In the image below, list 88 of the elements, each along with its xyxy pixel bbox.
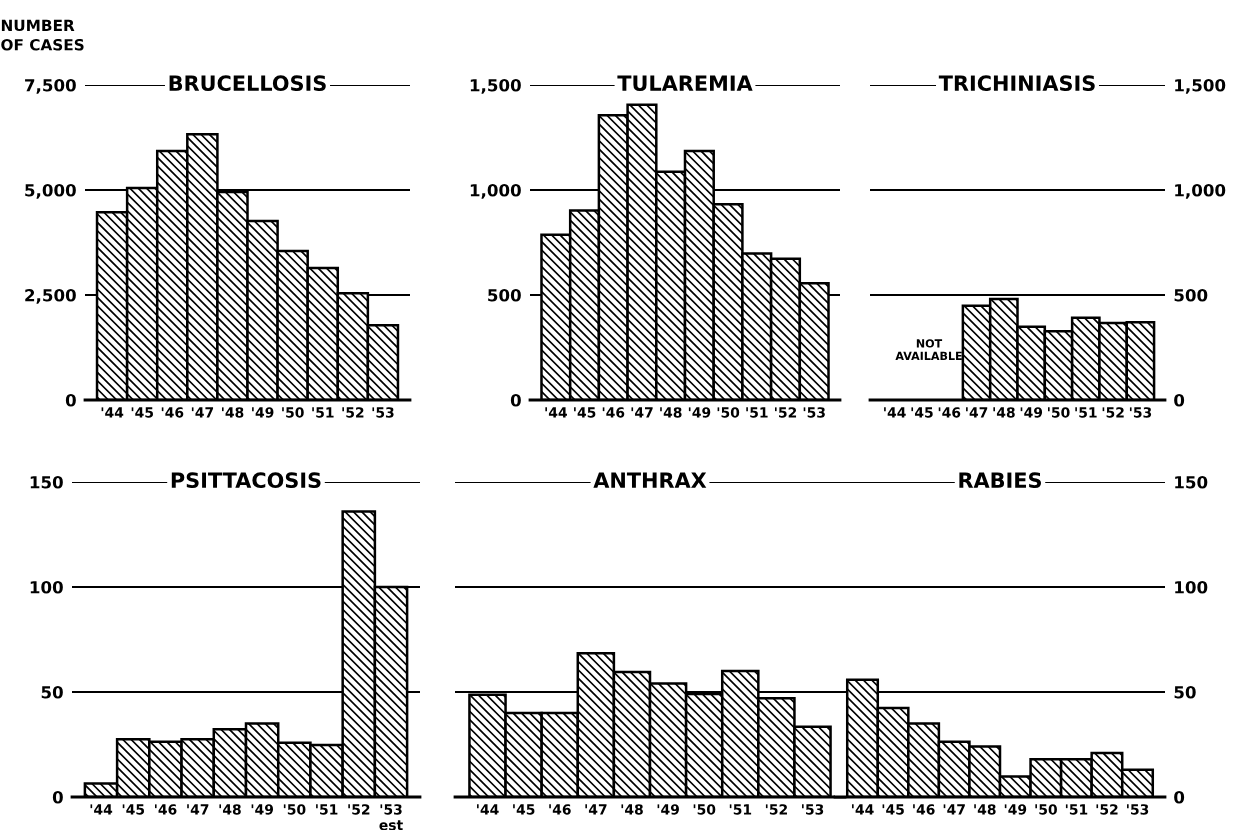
x-tick-label: '51	[1075, 407, 1097, 418]
y-tick-label: 1,000	[470, 183, 521, 199]
y2-tick-label: 0	[1174, 393, 1185, 407]
x-tick-label: '46	[549, 804, 571, 815]
y-tick-label: 2,500	[25, 288, 76, 304]
x-tick-label: '50	[693, 804, 716, 815]
x-tick-label: '44	[884, 407, 906, 418]
chart-title: TULAREMIA	[617, 75, 753, 92]
y2-tick-label: 1,000	[1175, 183, 1226, 199]
x-tick-label: '44	[477, 804, 499, 815]
x-tick-label: '46	[602, 407, 625, 418]
x-tick-label: '44	[852, 804, 874, 815]
y-tick-label: 500	[488, 288, 521, 302]
y2-tick-label: 100	[1175, 580, 1208, 594]
x-tick-label: '46	[938, 407, 961, 418]
x-tick-label: '46	[161, 407, 184, 418]
x-tick-label: '49	[1004, 804, 1027, 815]
x-tick-label: '53	[802, 804, 824, 815]
y2-tick-label: 50	[1174, 685, 1196, 699]
x-tick-label: '53	[1127, 804, 1149, 815]
x-tick-label: '51	[729, 804, 752, 815]
y-tick-label: 0	[65, 393, 76, 407]
x-tick-label: '49	[1020, 407, 1043, 418]
x-tick-label: '46	[154, 804, 177, 815]
x-tick-label: '47	[187, 804, 209, 815]
y2-tick-label: 1,500	[1175, 78, 1226, 94]
x-tick-label: '48	[219, 804, 241, 815]
y-axis-title: NUMBER OF CASES	[1, 19, 84, 51]
y-tick-label: 150	[30, 475, 63, 489]
x-tick-label: '45	[122, 804, 145, 815]
x-tick-label: '48	[621, 804, 643, 815]
x-tick-label: '53	[803, 407, 825, 418]
x-tick-label: '50	[283, 804, 306, 815]
annotation: NOT AVAILABLE	[895, 339, 962, 360]
x-tick-label: '53	[372, 407, 394, 418]
x-tick-label: '45	[882, 804, 904, 815]
y-tick-label: 50	[41, 685, 63, 699]
x-tick-label: '52	[342, 407, 364, 418]
x-tick-label: '44	[90, 804, 113, 815]
x-tick-label: '44	[101, 407, 124, 418]
chart-title: ANTHRAX	[593, 472, 707, 488]
chart-title: RABIES	[959, 472, 1041, 489]
y2-tick-label: 150	[1175, 475, 1208, 489]
x-tick-label: '51	[316, 804, 338, 815]
x-tick-label: '52	[348, 804, 370, 815]
x-tick-label: '44	[545, 407, 567, 418]
x-tick-label: '50	[1035, 804, 1057, 815]
x-tick-label: '52	[1096, 804, 1118, 815]
y2-tick-label: 500	[1174, 288, 1208, 302]
x-tick-label: '45	[911, 407, 933, 418]
y-tick-label: 5,000	[25, 183, 76, 199]
chart-title: BRUCELLOSIS	[169, 75, 326, 92]
x-tick-label: '52	[775, 407, 797, 418]
y-tick-label: 0	[510, 393, 521, 407]
x-tick-label: '47	[585, 804, 607, 815]
y-tick-label: 1,500	[470, 78, 521, 94]
x-tick-label: '53	[1129, 407, 1152, 418]
x-tick-label: '51	[312, 407, 334, 418]
x-tick-label: '50	[282, 407, 304, 418]
y-tick-label: 0	[52, 790, 63, 804]
x-tick-label: '47	[631, 407, 653, 418]
x-tick-label: '45	[513, 804, 535, 815]
x-tick-label: '47	[943, 804, 965, 815]
x-tick-label: '46	[913, 804, 935, 815]
x-tick-label: '49	[688, 407, 711, 418]
x-tick-label: '49	[251, 804, 274, 815]
x-tick-label: '51	[746, 407, 768, 418]
x-tick-label: '50	[717, 407, 740, 418]
x-tick-label: '52	[1102, 407, 1124, 418]
chart-title: PSITTACOSIS	[171, 472, 321, 489]
x-tick-label: '48	[221, 407, 244, 418]
chart-title: TRICHINIASIS	[938, 75, 1095, 92]
x-tick-label: '48	[974, 804, 996, 815]
x-tick-label: '47	[966, 407, 988, 418]
y2-tick-label: 0	[1174, 790, 1185, 804]
y-tick-label: 7,500	[25, 78, 76, 94]
x-tick-label: '49	[252, 407, 274, 418]
x-tick-label: '48	[660, 407, 682, 418]
y-tick-label: 100	[30, 580, 63, 594]
x-tick-label: '51	[1065, 804, 1088, 815]
x-tick-label: '49	[657, 804, 679, 815]
x-tick-label: '47	[191, 407, 214, 418]
x-tick-label: '52	[765, 804, 787, 815]
x-tick-label: '48	[993, 407, 1015, 418]
x-tick-label: '45	[131, 407, 153, 418]
x-tick-label: '53 est	[379, 804, 403, 830]
x-tick-label: '50	[1048, 407, 1070, 418]
x-tick-label: '45	[574, 407, 596, 418]
